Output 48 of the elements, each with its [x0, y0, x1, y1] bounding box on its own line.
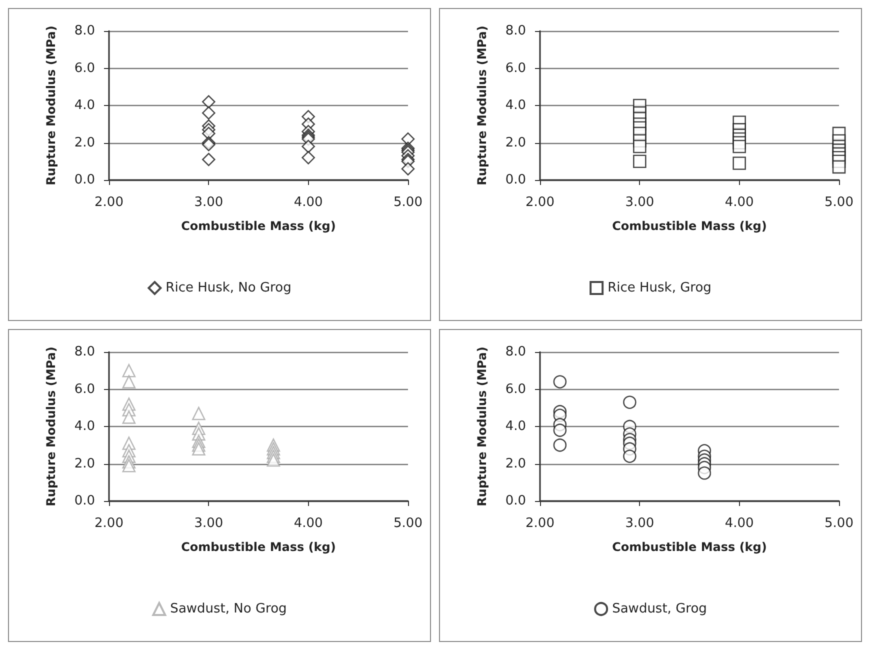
y-tick-label: 0.0 — [74, 172, 95, 188]
y-tick-label: 4.0 — [74, 98, 95, 113]
legend-label: Rice Husk, Grog — [608, 280, 712, 296]
x-tick-label: 3.00 — [194, 516, 224, 531]
y-tick-label: 0.0 — [74, 494, 95, 508]
legend-label: Rice Husk, No Grog — [166, 280, 292, 296]
y-tick-label: 6.0 — [505, 382, 526, 397]
x-tick-label: 3.00 — [625, 516, 654, 531]
y-tick-label: 6.0 — [505, 60, 526, 76]
x-tick-label: 5.00 — [824, 195, 854, 210]
x-tick-label: 4.00 — [724, 516, 754, 531]
y-tick-label: 4.0 — [505, 419, 526, 434]
y-tick-label: 8.0 — [505, 344, 526, 360]
x-tick-label: 5.00 — [394, 195, 422, 210]
x-tick-label: 4.00 — [294, 195, 323, 210]
y-tick-label: 8.0 — [74, 24, 95, 38]
y-axis-title: Rupture Modulus (MPa) — [475, 346, 489, 506]
x-axis-title: Combustible Mass (kg) — [612, 540, 767, 554]
legend-label: Sawdust, Grog — [612, 602, 707, 616]
y-tick-label: 2.0 — [505, 135, 526, 150]
x-tick-label: 2.00 — [94, 516, 124, 531]
x-tick-label: 3.00 — [194, 195, 224, 210]
x-tick-label: 5.00 — [394, 516, 422, 531]
x-tick-label: 4.00 — [294, 516, 323, 531]
y-axis-title: Rupture Modulus (MPa) — [44, 346, 58, 506]
legend-label: Sawdust, No Grog — [170, 602, 287, 616]
y-tick-label: 6.0 — [74, 60, 95, 76]
y-tick-label: 2.0 — [74, 456, 95, 472]
y-tick-label: 0.0 — [505, 172, 526, 188]
y-tick-label: 4.0 — [505, 98, 526, 113]
x-tick-label: 2.00 — [526, 516, 554, 531]
x-tick-label: 4.00 — [724, 195, 754, 210]
x-tick-label: 2.00 — [94, 195, 124, 210]
y-axis-title: Rupture Modulus (MPa) — [44, 26, 58, 186]
y-tick-label: 2.0 — [74, 135, 95, 150]
x-tick-label: 5.00 — [824, 516, 854, 531]
y-tick-label: 6.0 — [74, 382, 95, 397]
y-tick-label: 4.0 — [74, 419, 95, 434]
x-tick-label: 2.00 — [526, 195, 554, 210]
x-axis-title: Combustible Mass (kg) — [181, 219, 336, 233]
y-tick-label: 8.0 — [74, 344, 95, 360]
y-tick-label: 0.0 — [505, 494, 526, 508]
x-tick-label: 3.00 — [625, 195, 654, 210]
x-axis-title: Combustible Mass (kg) — [612, 219, 767, 233]
y-axis-title: Rupture Modulus (MPa) — [475, 26, 489, 186]
y-tick-label: 2.0 — [505, 456, 526, 472]
x-axis-title: Combustible Mass (kg) — [181, 540, 336, 554]
y-tick-label: 8.0 — [505, 24, 526, 38]
